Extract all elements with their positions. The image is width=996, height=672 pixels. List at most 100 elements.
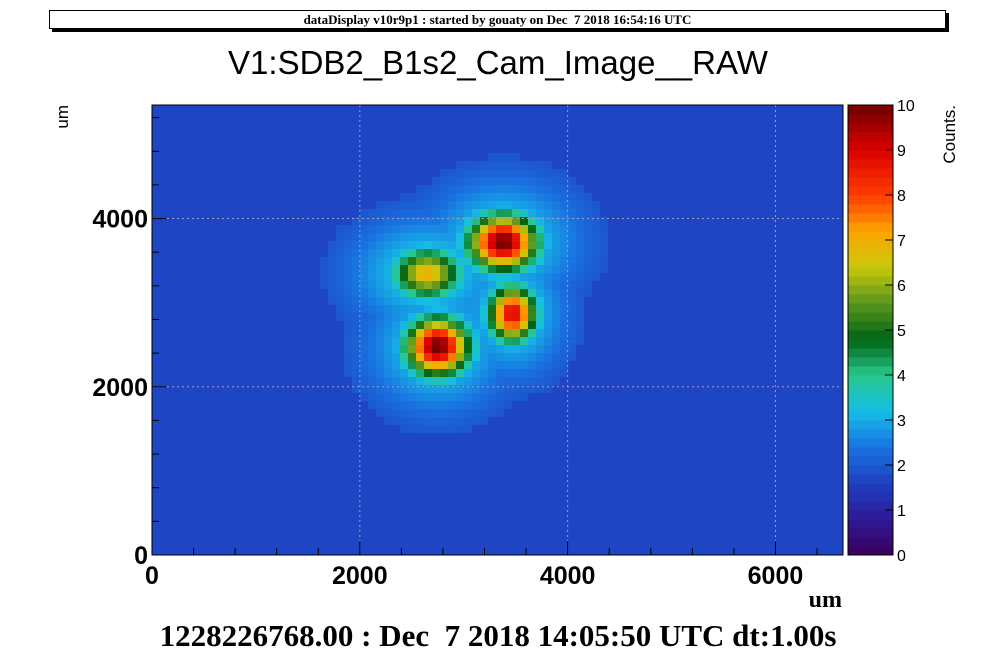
colorbar-band <box>848 159 893 169</box>
heatmap-cell <box>520 177 528 185</box>
heatmap-cell <box>504 217 512 225</box>
heatmap-cell <box>536 241 544 249</box>
heatmap-cell <box>520 289 528 297</box>
heatmap-cell <box>464 233 472 241</box>
heatmap-cell <box>400 281 408 289</box>
heatmap-cell <box>480 289 488 297</box>
heatmap-cell <box>448 169 456 177</box>
heatmap-cell <box>568 209 576 217</box>
heatmap-cell <box>440 201 448 209</box>
x-axis: 0 2000 4000 6000 <box>145 541 818 590</box>
heatmap-cell <box>520 393 528 401</box>
heatmap-cell <box>544 321 552 329</box>
heatmap-cell <box>456 225 464 233</box>
heatmap-cell <box>528 161 536 169</box>
heatmap-cell <box>480 337 488 345</box>
heatmap-cell <box>368 321 376 329</box>
heatmap-cell <box>432 233 440 241</box>
heatmap-cell <box>416 417 424 425</box>
heatmap-cell <box>352 265 360 273</box>
heatmap-cell <box>536 305 544 313</box>
heatmap-cell <box>424 265 432 273</box>
heatmap-cell <box>448 241 456 249</box>
heatmap-cell <box>408 353 416 361</box>
heatmap-cell <box>464 265 472 273</box>
colorbar-band <box>848 501 893 511</box>
heatmap-cell <box>456 297 464 305</box>
heatmap-cell <box>552 377 560 385</box>
heatmap-cell <box>360 393 368 401</box>
heatmap-cell <box>416 209 424 217</box>
heatmap-cell <box>416 345 424 353</box>
heatmap-cell <box>448 353 456 361</box>
heatmap-cell <box>528 305 536 313</box>
heatmap-cell <box>488 257 496 265</box>
heatmap-cell <box>400 313 408 321</box>
heatmap-cell <box>600 225 608 233</box>
heatmap-cell <box>568 201 576 209</box>
colorbar-band <box>848 357 893 367</box>
heatmap-cell <box>400 241 408 249</box>
heatmap-cell <box>488 169 496 177</box>
heatmap-cell <box>544 225 552 233</box>
heatmap-cell <box>376 369 384 377</box>
heatmap-cell <box>456 169 464 177</box>
heatmap-cell <box>480 161 488 169</box>
heatmap-cell <box>480 361 488 369</box>
heatmap-cell <box>368 361 376 369</box>
heatmap-cell <box>488 361 496 369</box>
heatmap-cell <box>360 345 368 353</box>
heatmap-cell <box>440 337 448 345</box>
heatmap-cell <box>576 321 584 329</box>
heatmap-cell <box>544 265 552 273</box>
colorbar-band <box>848 384 893 394</box>
heatmap-cell <box>368 313 376 321</box>
heatmap-cell <box>560 273 568 281</box>
heatmap-cell <box>384 257 392 265</box>
heatmap-cell <box>424 193 432 201</box>
heatmap-cell <box>320 273 328 281</box>
heatmap-cell <box>456 329 464 337</box>
heatmap-cell <box>400 257 408 265</box>
heatmap-cell <box>568 241 576 249</box>
heatmap-cell <box>432 265 440 273</box>
heatmap-cell <box>424 425 432 433</box>
heatmap-cell <box>552 177 560 185</box>
heatmap-cell <box>464 225 472 233</box>
heatmap-cell <box>544 377 552 385</box>
heatmap-cell <box>408 305 416 313</box>
heatmap-cell <box>392 233 400 241</box>
heatmap-cell <box>456 209 464 217</box>
heatmap-cell <box>448 377 456 385</box>
heatmap-cell <box>488 273 496 281</box>
heatmap-cell <box>456 233 464 241</box>
heatmap-cell <box>424 241 432 249</box>
heatmap-cell <box>576 273 584 281</box>
heatmap-cell <box>536 329 544 337</box>
heatmap-cell <box>512 329 520 337</box>
heatmap-cell <box>520 369 528 377</box>
heatmap-cell <box>488 305 496 313</box>
heatmap-cell <box>568 305 576 313</box>
heatmap-cell <box>320 265 328 273</box>
heatmap-cell <box>400 201 408 209</box>
heatmap-cell <box>504 241 512 249</box>
heatmap-cell <box>472 201 480 209</box>
heatmap-cell <box>344 257 352 265</box>
heatmap-cell <box>464 201 472 209</box>
heatmap-cell <box>496 337 504 345</box>
heatmap-cell <box>456 241 464 249</box>
heatmap-cell <box>416 225 424 233</box>
heatmap-cell <box>536 169 544 177</box>
heatmap-cell <box>432 313 440 321</box>
heatmap-cell <box>536 233 544 241</box>
heatmap-cell <box>464 409 472 417</box>
heatmap-cell <box>480 353 488 361</box>
colorbar-band <box>848 195 893 205</box>
heatmap-cell <box>568 177 576 185</box>
heatmap-cell <box>392 217 400 225</box>
heatmap-cell <box>352 353 360 361</box>
heatmap-cell <box>392 281 400 289</box>
heatmap-cell <box>336 305 344 313</box>
